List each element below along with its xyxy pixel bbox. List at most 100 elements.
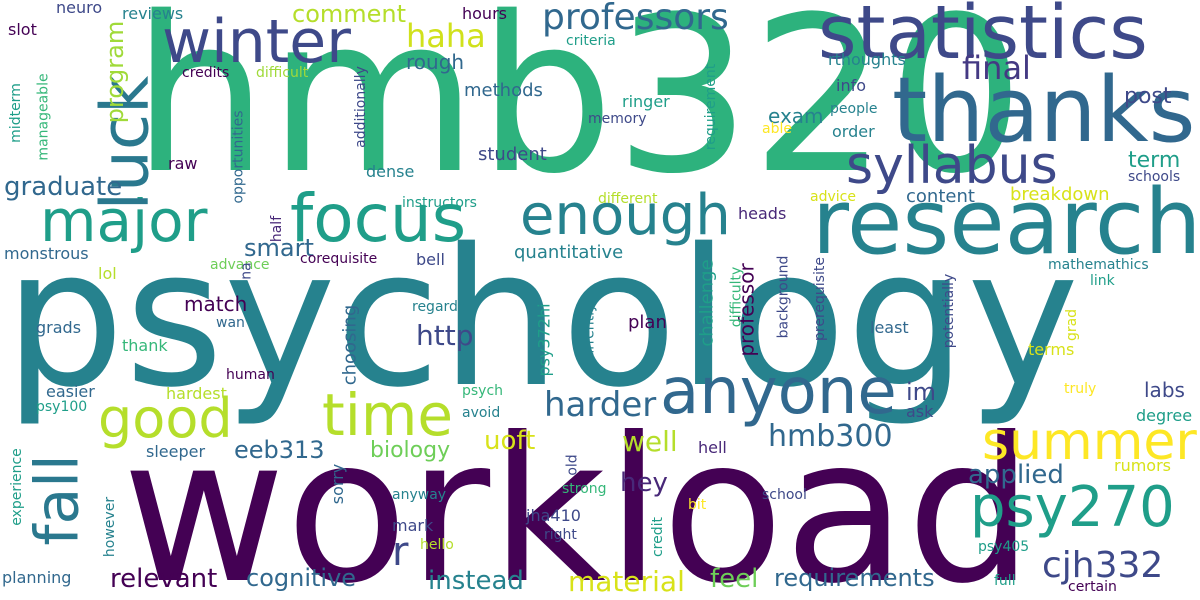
word-relevant: relevant [110,564,218,594]
word-choosing: choosing [339,304,361,386]
word-right: right [544,527,577,543]
word-anyway: anyway [392,487,447,503]
word-thanks: thanks [892,58,1196,163]
word-biology: biology [370,438,451,463]
word-statistics: statistics [818,0,1148,76]
word-rough: rough [406,50,465,74]
word-labs: labs [1144,378,1185,402]
word-grads: grads [36,318,82,337]
word-breakdown: breakdown [1010,184,1110,205]
word-r: r [392,529,409,575]
word-term: term [1128,148,1181,173]
word-hmb300: hmb300 [768,419,893,454]
word-plan: plan [628,312,667,333]
word-midterm: midterm [7,83,24,143]
word-http: http [416,319,474,352]
word-psy372hi: psy372hi [534,303,554,377]
word-potentially: potentially [941,273,958,349]
word-requirements: requirements [774,564,935,592]
word-difficulty: difficulty [728,266,745,328]
word-post: post [1124,84,1172,109]
word-order: order [832,122,875,141]
word-credits: credits [182,65,230,81]
word-least: least [870,318,909,337]
word-material: material [568,565,685,598]
word-certain: certain [1068,579,1117,595]
word-content: content [906,186,975,207]
word-well: well [622,425,678,458]
word-lol: lol [98,264,117,283]
word-program: program [101,20,130,124]
word-hardest: hardest [166,384,227,403]
word-cjh332: cjh332 [1042,545,1164,586]
word-planning: planning [2,568,72,587]
word-people: people [830,101,878,117]
word-raw: raw [168,154,198,173]
word-hmb320: hmb320 [132,0,1025,221]
word-different: different [598,191,658,207]
word-final: final [962,49,1031,87]
word-time: time [322,381,454,449]
word-na: na [238,262,255,280]
word-eeb313: eeb313 [234,436,325,464]
word-summer: summer [982,412,1197,472]
word-mark: mark [392,516,434,535]
word-schools: schools [1128,169,1181,185]
word-winter: winter [162,7,351,77]
word-reviews: reviews [122,4,184,23]
word-psy270: psy270 [970,475,1175,540]
word-able: able [762,121,792,137]
word-human: human [226,367,275,383]
word-harder: harder [544,385,657,425]
word-anyone: anyone [660,355,897,429]
word-criteria: criteria [566,33,616,49]
word-difficult: difficult [256,65,309,81]
word-ringer: ringer [622,92,670,111]
word-exam: exam [768,104,824,128]
word-easier: easier [46,382,95,401]
word-bell: bell [416,250,445,269]
word-mathemathics: mathemathics [1048,257,1149,273]
word-info: info [836,76,867,95]
word-instructors: instructors [402,195,477,211]
word-neuro: neuro [56,0,103,17]
word-hello: hello [420,537,454,553]
word-sleeper: sleeper [146,442,206,461]
word-old: old [564,454,581,476]
word-feel: feel [710,564,759,594]
word-graduate: graduate [4,172,123,202]
word-challenge: challenge [696,259,718,347]
word-psych: psych [462,383,504,399]
word-terms: terms [1028,340,1075,359]
word-psy405: psy405 [978,539,1030,555]
word-advance: advance [210,257,270,273]
word-truly: truly [1064,381,1097,397]
word-psy100: psy100 [36,399,88,415]
word-experience: experience [8,448,25,526]
word-syllabus: syllabus [846,136,1058,196]
word-requirement: requirement [703,63,720,151]
word-regards: regards [412,299,466,315]
word-memory: memory [588,111,647,127]
word-dense: dense [366,162,415,181]
word-avoid: avoid [462,405,501,421]
word-additionally: additionally [352,66,369,148]
word-fall: fall [22,454,93,546]
word-wan: wan [216,315,245,331]
word-background: background [775,255,792,339]
word-methods: methods [464,80,543,101]
word-credit: credit [650,516,667,558]
word-cognitive: cognitive [246,564,357,592]
word-slot: slot [8,20,37,39]
word-school: school [762,487,807,503]
word-heads: heads [738,204,787,223]
word-ask: ask [906,402,934,421]
word-enough: enough [520,183,731,248]
word-haha: haha [406,17,486,55]
word-bit: bit [688,497,707,513]
word-jha410: jha410 [526,506,581,525]
word-prerequisite: prerequisite [811,257,828,341]
word-student: student [478,144,547,165]
word-however: however [102,496,119,558]
